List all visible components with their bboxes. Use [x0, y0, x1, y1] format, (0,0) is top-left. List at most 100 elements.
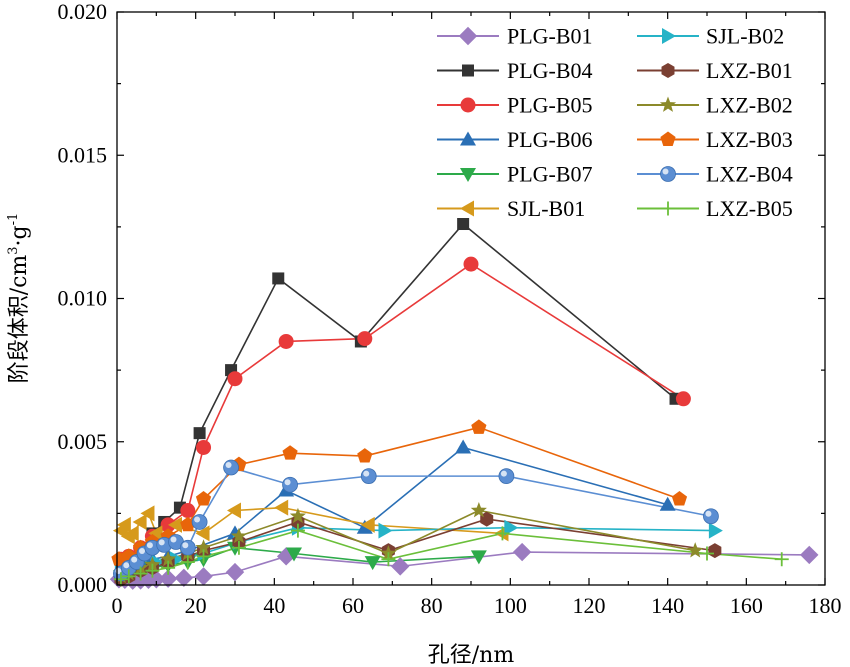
x-tick-label: 160: [730, 593, 763, 618]
legend-label: LXZ-B02: [706, 93, 793, 118]
series-line-plg-b04: [120, 222, 677, 563]
legend-marker: [662, 28, 676, 44]
point-plg-b05: [675, 391, 691, 407]
x-tick-label: 80: [421, 593, 443, 618]
point-plg-b01: [194, 567, 213, 586]
point-lxz-b04-highlight: [284, 479, 291, 486]
point-sjl-b01: [124, 525, 139, 542]
point-lxz-b03: [282, 445, 298, 460]
y-tick-label: 0.015: [58, 142, 108, 167]
legend-label: LXZ-B04: [706, 162, 793, 187]
point-plg-b01: [512, 542, 532, 562]
legend-marker: [659, 96, 677, 112]
x-tick-label: 140: [651, 593, 684, 618]
legend-marker: [462, 64, 474, 77]
point-sjl-b01: [168, 516, 182, 533]
y-axis-title-sup1: 3: [6, 246, 21, 254]
point-sjl-b01: [274, 499, 289, 516]
point-lxz-b04-highlight: [131, 556, 138, 563]
x-tick-label: 100: [494, 593, 527, 618]
y-tick-label: 0.010: [58, 286, 108, 311]
plot-markers: [109, 218, 819, 590]
point-lxz-b03: [180, 516, 196, 532]
point-lxz-b04: [179, 539, 196, 556]
legend-item-plg-b06: PLG-B06: [437, 127, 593, 152]
legend-label: SJL-B02: [706, 24, 784, 49]
point-plg-b07: [364, 556, 381, 571]
legend-label: LXZ-B01: [706, 58, 793, 83]
x-tick-label: 120: [573, 593, 606, 618]
point-lxz-b01: [480, 511, 494, 527]
point-sjl-b01: [227, 502, 241, 519]
point-lxz-b04-highlight: [139, 547, 146, 554]
point-lxz-b05: [700, 546, 714, 561]
point-sjl-b01: [132, 513, 147, 530]
point-sjl-b02: [504, 519, 519, 536]
point-lxz-b05: [113, 572, 128, 587]
point-plg-b05: [227, 371, 243, 387]
y-tick-label: 0.020: [58, 0, 108, 24]
point-lxz-b04-highlight: [123, 562, 130, 569]
point-lxz-b05: [133, 566, 148, 581]
point-lxz-b03: [671, 491, 688, 506]
point-lxz-b03: [471, 419, 487, 434]
y-tick-label: 0.000: [58, 572, 108, 597]
legend-marker: [660, 166, 676, 182]
legend-label: PLG-B06: [507, 127, 593, 152]
x-tick-label: 60: [342, 593, 364, 618]
point-plg-b01: [800, 545, 819, 565]
point-lxz-b02: [230, 527, 248, 544]
series-line-lxz-b05: [120, 529, 782, 581]
x-tick-label: 180: [809, 593, 842, 618]
legend-marker: [661, 201, 675, 216]
y-axis-title-main: 阶段体积/cm: [7, 255, 32, 384]
legend-marker: [458, 26, 478, 46]
point-plg-b07: [286, 547, 302, 562]
legend-item-plg-b04: PLG-B04: [437, 58, 593, 83]
y-axis-title-mid: ·g: [7, 225, 32, 246]
point-plg-b04: [457, 218, 470, 231]
point-lxz-b04-highlight: [705, 510, 712, 517]
point-lxz-b04-highlight: [225, 462, 232, 469]
legend-marker-highlight: [662, 168, 669, 175]
point-plg-b01: [225, 562, 245, 582]
point-lxz-b04: [282, 476, 298, 493]
point-lxz-b05: [231, 540, 246, 555]
legend-label: LXZ-B03: [706, 127, 793, 152]
legend-label: PLG-B01: [507, 24, 593, 49]
point-lxz-b04: [223, 459, 239, 476]
point-sjl-b02: [708, 522, 723, 539]
point-sjl-b02: [378, 522, 393, 539]
legend-marker: [460, 168, 476, 182]
point-lxz-b05: [161, 560, 176, 575]
point-lxz-b02: [160, 550, 177, 567]
point-lxz-b04-highlight: [363, 470, 370, 477]
series-line-plg-b05: [120, 263, 684, 560]
point-sjl-b01: [148, 525, 163, 542]
point-lxz-b04: [191, 514, 208, 530]
legend-item-plg-b01: PLG-B01: [437, 24, 593, 49]
point-lxz-b05: [121, 569, 136, 584]
x-tick-label: 0: [112, 593, 123, 618]
point-lxz-b05: [495, 526, 510, 541]
legend-label: PLG-B05: [507, 93, 593, 118]
y-axis-title-sup2: -1: [6, 213, 21, 226]
point-lxz-b05: [196, 549, 211, 564]
legend: PLG-B01 PLG-B04 PLG-B05 PLG-B06 PLG-B07 SJL-B…: [437, 24, 793, 221]
point-lxz-b04-highlight: [194, 516, 201, 523]
point-lxz-b05: [180, 555, 195, 570]
point-sjl-b01: [360, 516, 375, 533]
point-lxz-b02: [687, 542, 704, 558]
point-lxz-b03: [357, 448, 373, 463]
legend-item-plg-b05: PLG-B05: [437, 93, 593, 118]
point-lxz-b04: [498, 468, 515, 485]
point-lxz-b04-highlight: [170, 536, 177, 543]
point-plg-b06: [455, 439, 472, 454]
point-sjl-b01: [195, 525, 210, 542]
point-plg-b01: [158, 569, 178, 588]
point-lxz-b05: [145, 563, 160, 578]
legend-marker: [660, 131, 676, 146]
point-plg-b01: [174, 568, 194, 588]
point-plg-b05: [196, 439, 212, 455]
